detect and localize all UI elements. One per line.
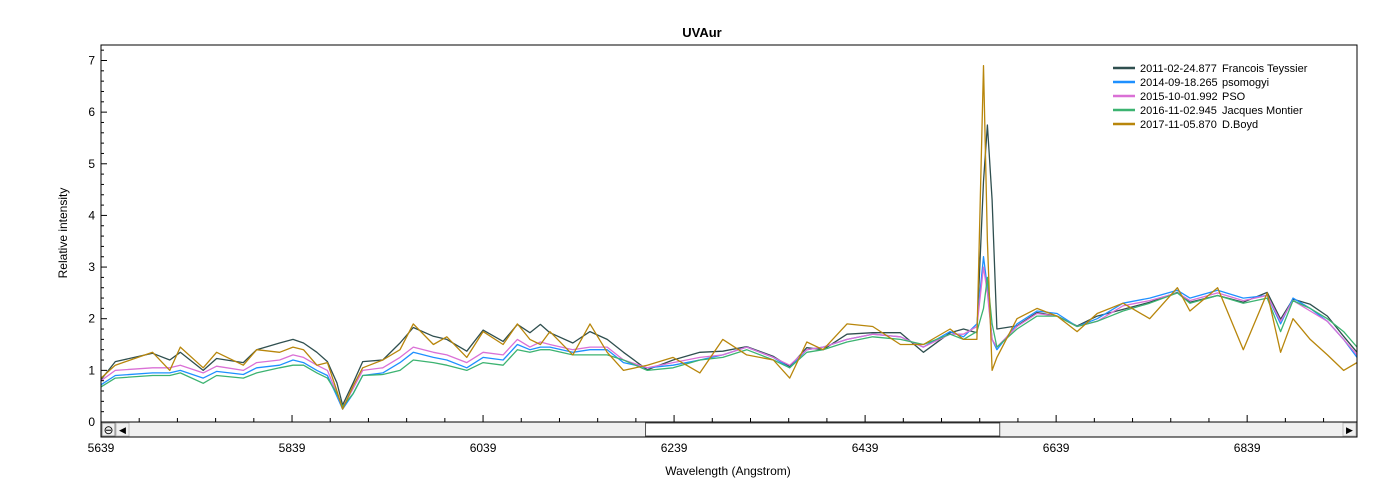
legend-item: 2011-02-24.877 Francois Teyssier <box>1113 63 1308 75</box>
legend-observer: Jacques Montier <box>1222 105 1303 117</box>
y-tick-label: 4 <box>88 208 95 222</box>
arrow-right-icon: ▶ <box>1346 425 1353 435</box>
scroll-right-button[interactable]: ▶ <box>1342 422 1357 437</box>
x-tick-label: 5639 <box>88 441 115 455</box>
plot-frame <box>100 44 1358 438</box>
y-tick-label: 6 <box>88 105 95 119</box>
horizontal-scrollbar[interactable]: ⊖ ◀ ▶ <box>100 421 1358 438</box>
legend-date: 2015-10-01.992 <box>1140 91 1218 103</box>
legend-observer: PSO <box>1222 91 1246 103</box>
legend-item: 2014-09-18.265 psomogyi <box>1113 77 1269 89</box>
series-line-4 <box>101 65 1357 410</box>
legend-date: 2011-02-24.877 <box>1140 63 1217 75</box>
zoom-out-icon: ⊖ <box>103 423 113 437</box>
legend-date: 2017-11-05.870 <box>1140 119 1217 131</box>
scrollbar-thumb[interactable] <box>645 422 1001 437</box>
x-tick-label: 6439 <box>852 441 879 455</box>
y-axis-label: Relative intensity <box>56 188 70 279</box>
y-tick-label: 5 <box>88 157 95 171</box>
legend: 2011-02-24.877 Francois Teyssier 2014-09-1… <box>1113 63 1308 131</box>
scroll-left-button[interactable]: ◀ <box>115 422 130 437</box>
x-tick-labels: 5639 5839 6039 6239 6439 6639 6839 <box>88 441 1261 455</box>
legend-observer: psomogyi <box>1222 77 1269 89</box>
arrow-left-icon: ◀ <box>119 425 126 435</box>
legend-item: 2017-11-05.870 D.Boyd <box>1113 119 1258 131</box>
y-tick-label: 0 <box>88 415 95 429</box>
x-tick-label: 6239 <box>661 441 688 455</box>
y-tick-label: 7 <box>88 53 95 67</box>
series-line-0 <box>101 124 1357 406</box>
y-tick-label: 1 <box>88 363 95 377</box>
x-tick-label: 6039 <box>470 441 497 455</box>
legend-item: 2016-11-02.945 Jacques Montier <box>1113 105 1303 117</box>
chart-title: UVAur <box>682 25 721 40</box>
zoom-reset-button[interactable]: ⊖ <box>101 422 116 437</box>
series-line-1 <box>101 256 1357 410</box>
legend-observer: Francois Teyssier <box>1222 63 1308 75</box>
legend-observer: D.Boyd <box>1222 119 1258 131</box>
x-axis-label: Wavelength (Angstrom) <box>665 464 791 478</box>
legend-date: 2016-11-02.945 <box>1140 105 1217 117</box>
legend-item: 2015-10-01.992 PSO <box>1113 91 1246 103</box>
y-tick-label: 2 <box>88 312 95 326</box>
legend-date: 2014-09-18.265 <box>1140 77 1218 89</box>
series-layer <box>101 65 1357 410</box>
x-tick-label: 6639 <box>1043 441 1070 455</box>
series-line-2 <box>101 266 1357 409</box>
y-tick-label: 3 <box>88 260 95 274</box>
axis-ticks: 0 1 2 3 4 5 6 7 <box>88 49 1325 429</box>
series-line-3 <box>101 276 1357 408</box>
x-tick-label: 6839 <box>1234 441 1261 455</box>
x-tick-label: 5839 <box>279 441 306 455</box>
